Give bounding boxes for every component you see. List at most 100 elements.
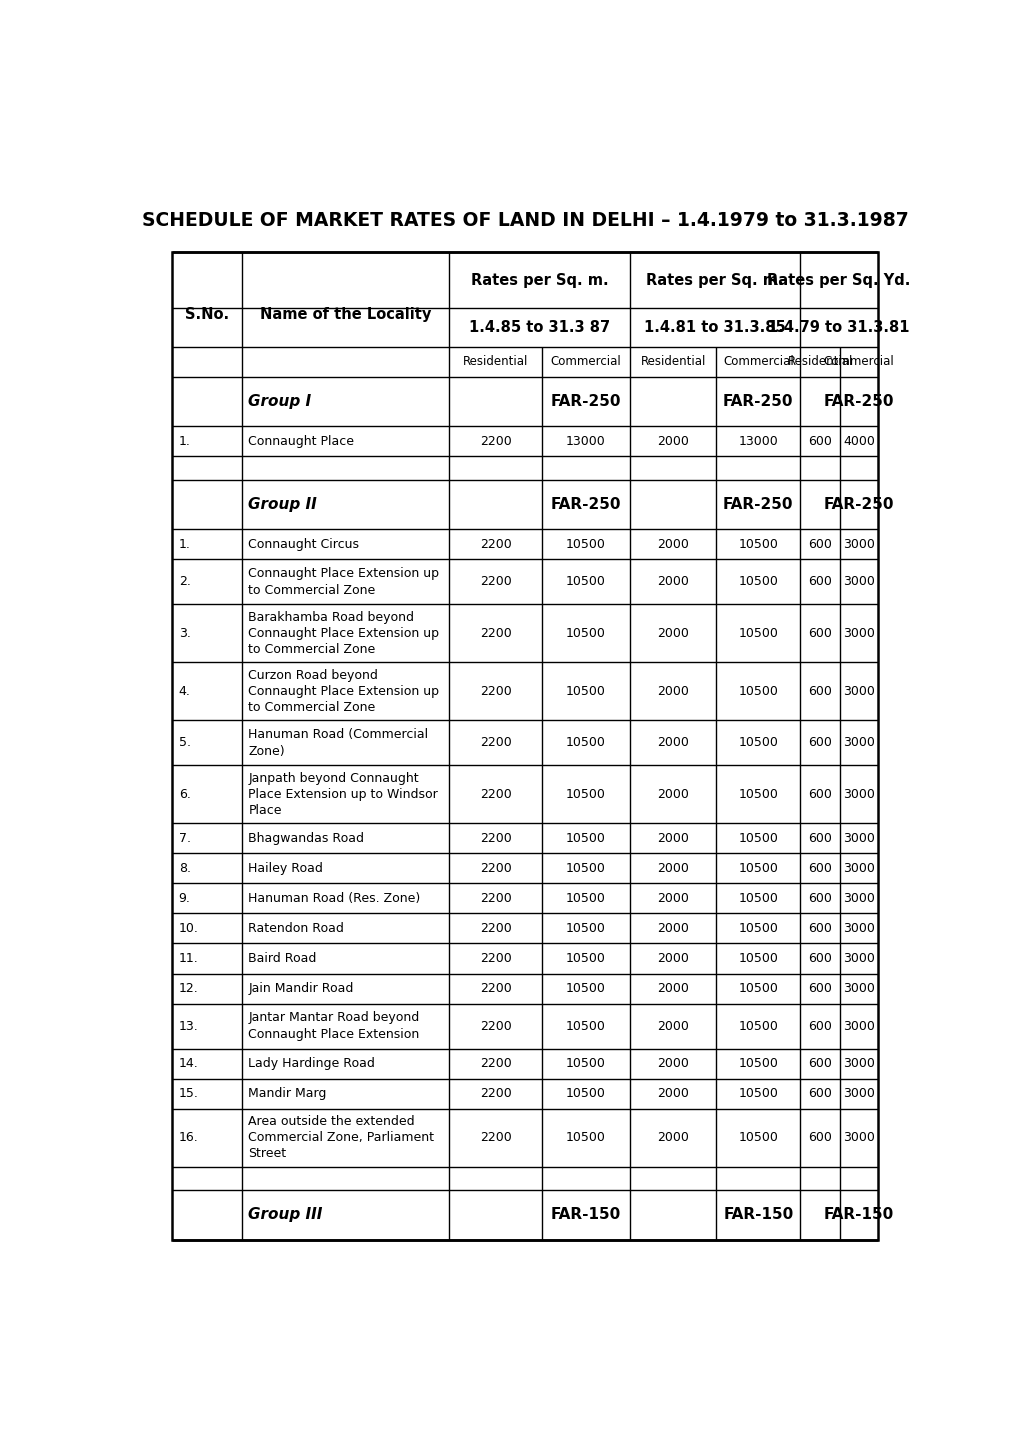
Text: 8.: 8. (178, 861, 191, 874)
Text: Connaught Circus: Connaught Circus (249, 538, 359, 551)
Text: 10500: 10500 (738, 736, 777, 749)
Text: 10500: 10500 (738, 685, 777, 698)
Text: 7.: 7. (178, 831, 191, 844)
Text: Connaught Place: Connaught Place (249, 434, 354, 447)
Text: 600: 600 (808, 685, 832, 698)
Text: 10500: 10500 (566, 576, 605, 589)
Text: FAR-250: FAR-250 (722, 394, 793, 410)
Text: 2200: 2200 (479, 576, 511, 589)
Text: 1.4.81 to 31.3.85: 1.4.81 to 31.3.85 (643, 320, 785, 335)
Text: 3000: 3000 (843, 626, 874, 639)
Text: 600: 600 (808, 1087, 832, 1100)
Text: 10500: 10500 (738, 983, 777, 996)
Text: 10500: 10500 (738, 576, 777, 589)
Text: 3000: 3000 (843, 736, 874, 749)
Text: 600: 600 (808, 736, 832, 749)
Text: 2000: 2000 (656, 538, 689, 551)
Text: 600: 600 (808, 952, 832, 965)
Text: 2200: 2200 (479, 861, 511, 874)
Text: 2000: 2000 (656, 434, 689, 447)
Text: 10500: 10500 (738, 922, 777, 935)
Text: Lady Hardinge Road: Lady Hardinge Road (249, 1058, 375, 1071)
Text: 3000: 3000 (843, 892, 874, 905)
Text: 600: 600 (808, 788, 832, 801)
Text: 2000: 2000 (656, 892, 689, 905)
Text: 2000: 2000 (656, 1058, 689, 1071)
Text: 2000: 2000 (656, 736, 689, 749)
Text: Connaught Place Extension: Connaught Place Extension (249, 1029, 419, 1042)
Text: 600: 600 (808, 1058, 832, 1071)
Text: 3000: 3000 (843, 538, 874, 551)
Text: Rates per Sq. Yd.: Rates per Sq. Yd. (766, 273, 910, 287)
Text: 600: 600 (808, 861, 832, 874)
Text: Group III: Group III (249, 1208, 322, 1222)
Text: 2200: 2200 (479, 1058, 511, 1071)
Text: 14.: 14. (178, 1058, 199, 1071)
Text: 2200: 2200 (479, 1131, 511, 1144)
Text: FAR-150: FAR-150 (823, 1208, 894, 1222)
Text: 3000: 3000 (843, 1131, 874, 1144)
Text: 2200: 2200 (479, 1020, 511, 1033)
Text: 600: 600 (808, 434, 832, 447)
Text: 5.: 5. (178, 736, 191, 749)
Text: 10500: 10500 (566, 1087, 605, 1100)
Text: 10500: 10500 (566, 538, 605, 551)
Text: 13.: 13. (178, 1020, 199, 1033)
Bar (172, 253, 876, 1240)
Text: 10500: 10500 (566, 1131, 605, 1144)
Text: 4.: 4. (178, 685, 191, 698)
Text: 3000: 3000 (843, 952, 874, 965)
Text: 10500: 10500 (738, 861, 777, 874)
Text: Hanuman Road (Commercial: Hanuman Road (Commercial (249, 727, 428, 740)
Text: 2000: 2000 (656, 1020, 689, 1033)
Text: 10500: 10500 (566, 861, 605, 874)
Text: 10.: 10. (178, 922, 199, 935)
Text: 2200: 2200 (479, 983, 511, 996)
Text: 10500: 10500 (566, 952, 605, 965)
Text: Group II: Group II (249, 498, 317, 512)
Text: Place: Place (249, 804, 281, 817)
Text: 3000: 3000 (843, 831, 874, 844)
Text: 10500: 10500 (566, 892, 605, 905)
Text: 4000: 4000 (843, 434, 874, 447)
Text: 2000: 2000 (656, 576, 689, 589)
Text: 10500: 10500 (738, 1131, 777, 1144)
Text: to Commercial Zone: to Commercial Zone (249, 701, 375, 714)
Text: 10500: 10500 (738, 626, 777, 639)
Text: 2000: 2000 (656, 861, 689, 874)
Text: Jantar Mantar Road beyond: Jantar Mantar Road beyond (249, 1012, 419, 1025)
Text: FAR-250: FAR-250 (722, 498, 793, 512)
Text: Baird Road: Baird Road (249, 952, 317, 965)
Text: Barakhamba Road beyond: Barakhamba Road beyond (249, 610, 414, 623)
Text: 1.4.85 to 31.3 87: 1.4.85 to 31.3 87 (469, 320, 609, 335)
Text: SCHEDULE OF MARKET RATES OF LAND IN DELHI – 1.4.1979 to 31.3.1987: SCHEDULE OF MARKET RATES OF LAND IN DELH… (142, 211, 908, 229)
Text: 2200: 2200 (479, 952, 511, 965)
Text: 10500: 10500 (566, 736, 605, 749)
Text: 2000: 2000 (656, 983, 689, 996)
Text: 3000: 3000 (843, 861, 874, 874)
Text: Connaught Place Extension up: Connaught Place Extension up (249, 626, 439, 639)
Text: FAR-150: FAR-150 (722, 1208, 793, 1222)
Text: 3000: 3000 (843, 1087, 874, 1100)
Text: 2000: 2000 (656, 1087, 689, 1100)
Text: 2000: 2000 (656, 685, 689, 698)
Text: 10500: 10500 (566, 685, 605, 698)
Text: Janpath beyond Connaught: Janpath beyond Connaught (249, 772, 419, 785)
Text: 3000: 3000 (843, 788, 874, 801)
Text: 10500: 10500 (738, 831, 777, 844)
Text: Bhagwandas Road: Bhagwandas Road (249, 831, 364, 844)
Text: 12.: 12. (178, 983, 199, 996)
Text: 1.4.79 to 31.3.81: 1.4.79 to 31.3.81 (767, 320, 909, 335)
Text: 10500: 10500 (738, 952, 777, 965)
Text: 2000: 2000 (656, 626, 689, 639)
Text: 2200: 2200 (479, 538, 511, 551)
Text: 3000: 3000 (843, 685, 874, 698)
Text: 3000: 3000 (843, 1020, 874, 1033)
Text: 10500: 10500 (566, 1058, 605, 1071)
Text: 10500: 10500 (566, 831, 605, 844)
Text: 600: 600 (808, 1020, 832, 1033)
Text: 15.: 15. (178, 1087, 199, 1100)
Text: FAR-150: FAR-150 (550, 1208, 621, 1222)
Text: 16.: 16. (178, 1131, 199, 1144)
Text: 2200: 2200 (479, 685, 511, 698)
